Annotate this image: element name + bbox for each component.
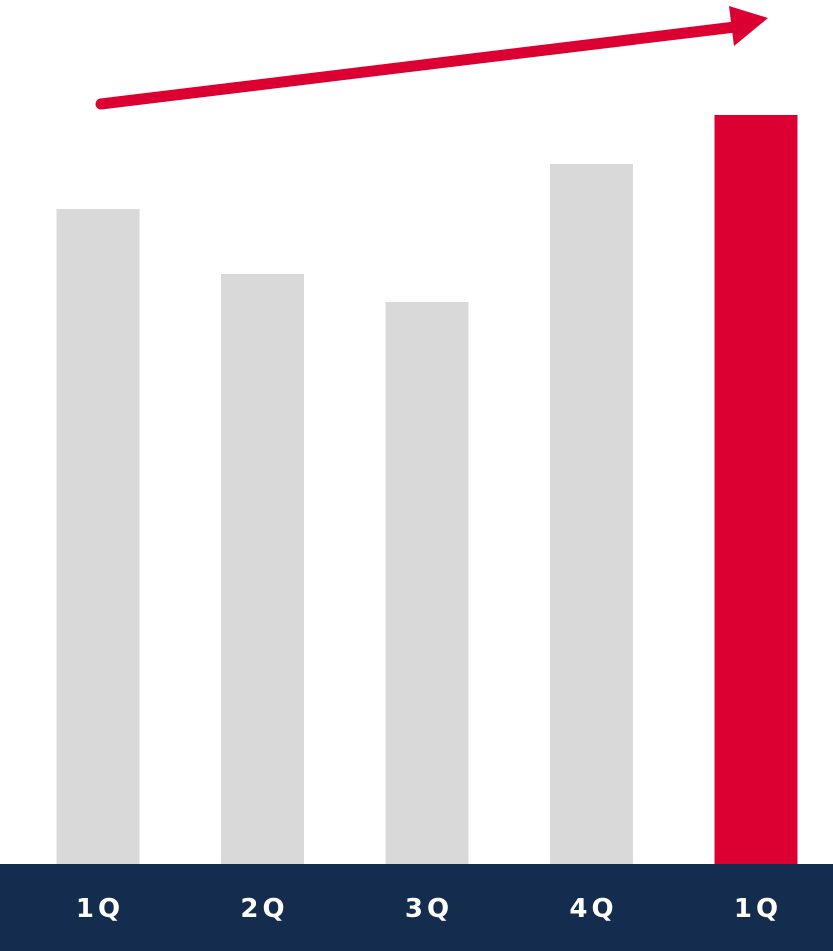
bar-2 [221,274,304,864]
trend-arrow [95,6,768,110]
x-tick-label-4: 4Q [569,894,617,924]
bar-4 [550,164,633,864]
x-axis-tick-labels: 1Q 2Q 3Q 4Q 1Q [76,894,782,924]
bar-5 [714,115,798,864]
trend-arrow-head [729,6,768,46]
x-axis-band [0,864,833,951]
bars-group [56,115,798,864]
x-tick-label-2: 2Q [240,894,288,924]
x-tick-label-1: 1Q [76,894,124,924]
trend-arrow-line [95,21,741,110]
bar-1 [56,209,140,864]
bar-3 [385,302,469,864]
x-tick-label-5: 1Q [734,894,782,924]
x-tick-label-3: 3Q [405,894,453,924]
